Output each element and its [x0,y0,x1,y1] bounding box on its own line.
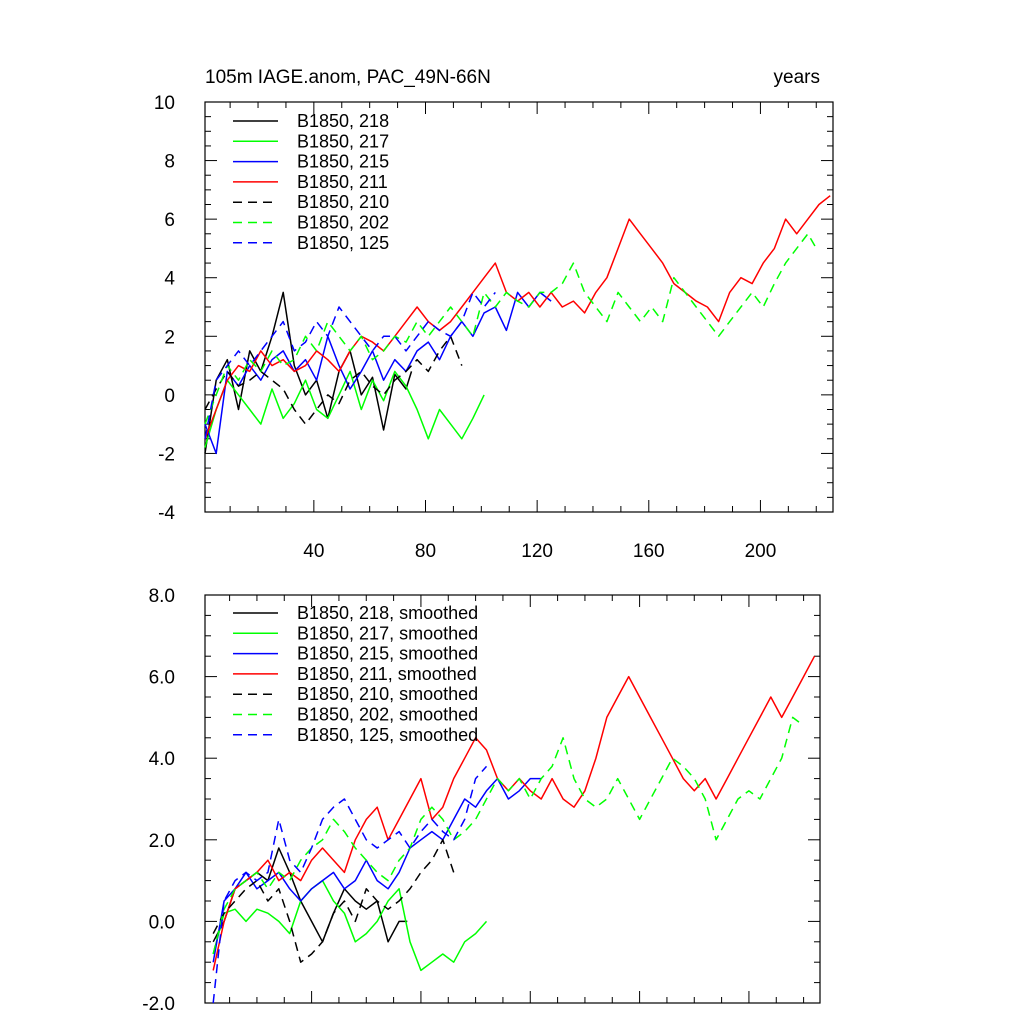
bottom-ytick-label: 4.0 [149,749,175,770]
bottom-series-line-5 [212,716,805,955]
top-legend-label: B1850, 210 [297,192,389,212]
bottom-legend-label: B1850, 202, smoothed [297,705,478,725]
top-ytick-label: 8 [164,152,175,173]
top-xtick-label: 200 [745,541,777,562]
top-xtick-label: 40 [303,541,324,562]
bottom-series-line-6 [212,765,488,1004]
bottom-ytick-label: 2.0 [149,831,175,852]
top-xtick-label: 120 [521,541,553,562]
top-series-line-0 [204,291,413,454]
top-xtick-label: 160 [633,541,665,562]
bottom-legend-label: B1850, 217, smoothed [297,623,478,643]
bottom-series-line-2 [212,777,542,963]
bottom-legend-label: B1850, 210, smoothed [297,684,478,704]
top-series-line-6 [204,291,496,439]
top-legend-label: B1850, 125 [297,233,389,253]
top-xtick-label: 80 [415,541,436,562]
bottom-legend-label: B1850, 211, smoothed [297,664,477,684]
top-series-line-4 [204,335,463,425]
bottom-legend-label: B1850, 125, smoothed [297,725,478,745]
top-ytick-label: 10 [154,93,175,114]
top-ytick-label: 2 [164,327,175,348]
top-title-right: years [774,67,820,88]
bottom-ytick-label: -2.0 [142,994,175,1015]
top-legend-label: B1850, 211 [297,172,388,192]
top-series-line-2 [204,291,552,455]
top-ytick-label: -2 [158,444,175,465]
top-legend-label: B1850, 218 [297,111,389,131]
top-ytick-label: 4 [164,269,175,290]
top-ytick-label: 0 [164,386,175,407]
top-legend-label: B1850, 217 [297,131,389,151]
top-legend-label: B1850, 215 [297,152,389,172]
bottom-ytick-label: 0.0 [149,912,175,933]
bottom-series-line-3 [212,655,816,971]
top-series-line-1 [204,370,485,448]
bottom-legend-label: B1850, 215, smoothed [297,644,478,664]
bottom-ytick-label: 6.0 [149,668,175,689]
top-title: 105m IAGE.anom, PAC_49N-66N [205,67,491,88]
bottom-ytick-label: 8.0 [149,586,175,607]
bottom-legend-label: B1850, 218, smoothed [297,603,478,623]
top-series-line-5 [204,233,817,425]
top-ytick-label: 6 [164,210,175,231]
bottom-series-line-1 [212,879,488,972]
top-ytick-label: -4 [158,503,175,524]
bottom-series-line-4 [212,839,455,963]
top-legend-label: B1850, 202 [297,213,389,233]
